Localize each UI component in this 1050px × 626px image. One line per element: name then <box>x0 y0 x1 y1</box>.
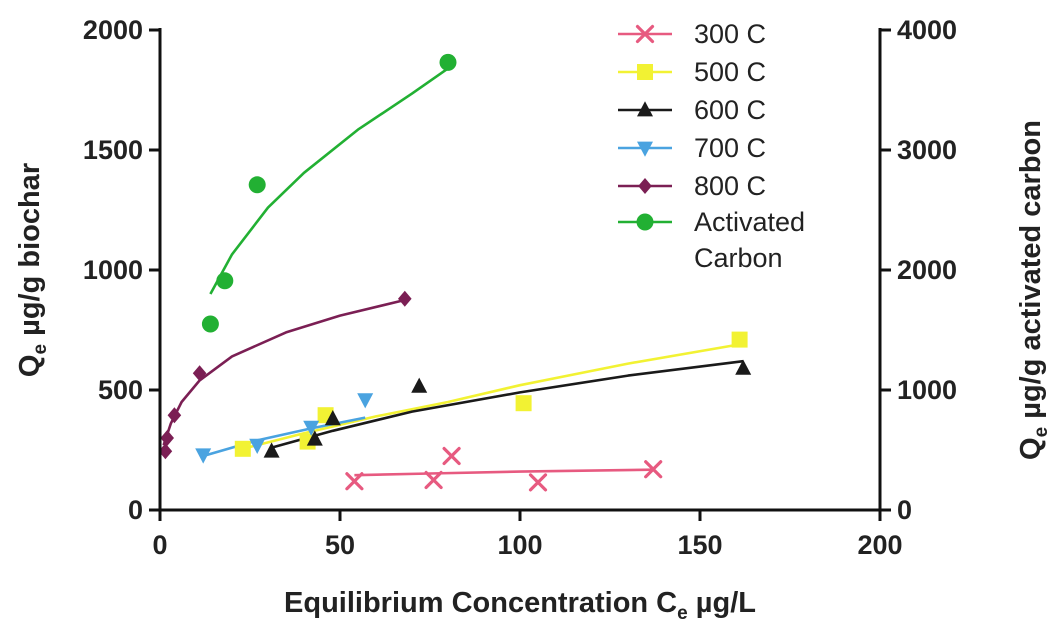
legend-marker <box>637 141 653 157</box>
legend: 300 C 500 C 600 C 700 C 800 C Activated Carbon <box>618 19 805 273</box>
data-point-5-0 <box>201 315 219 333</box>
data-markers <box>158 53 752 492</box>
y-left-tick-label: 1500 <box>83 135 143 165</box>
legend-marker <box>637 101 653 117</box>
data-point-3-1 <box>249 438 266 454</box>
y-right-tick-label: 0 <box>897 495 912 525</box>
y-left-tick-label: 0 <box>128 495 143 525</box>
y-axis-right-label: Qe µg/g activated carbon <box>1015 120 1050 460</box>
legend-marker <box>638 178 652 194</box>
y-right-tick-label: 3000 <box>897 135 957 165</box>
legend-label: 800 C <box>694 171 766 201</box>
y-left-tick-label: 2000 <box>83 15 143 45</box>
y-left-tick-label: 500 <box>98 375 143 405</box>
data-point-4-1 <box>160 430 174 446</box>
data-point-4-0 <box>158 443 173 460</box>
data-point-4-2 <box>167 407 182 424</box>
legend-marker <box>635 24 655 44</box>
x-tick-label: 50 <box>325 530 355 560</box>
data-point-5-1 <box>216 272 234 290</box>
y-left-tick-label: 1000 <box>83 255 143 285</box>
data-point-2-4 <box>735 359 752 375</box>
x-tick-label: 150 <box>677 530 722 560</box>
fit-line-5 <box>209 67 449 295</box>
data-point-3-3 <box>357 393 374 409</box>
data-point-3-2 <box>303 420 320 436</box>
legend-label: Activated Carbon <box>694 207 805 273</box>
fit-line-2 <box>271 359 744 449</box>
fit-line-3 <box>202 416 366 458</box>
data-point-4-4 <box>398 290 412 307</box>
y-right-tick-label: 4000 <box>897 15 957 45</box>
legend-label: 600 C <box>694 95 766 125</box>
axis-labels: Equilibrium Concentration Ce µg/L Qe µg/g… <box>14 120 1050 624</box>
y-right-tick-label: 2000 <box>897 255 957 285</box>
legend-marker <box>637 64 653 80</box>
y-right-tick-label: 1000 <box>897 375 957 405</box>
fit-line-1 <box>242 343 740 451</box>
data-point-2-3 <box>411 377 428 393</box>
data-point-0-1 <box>424 470 443 490</box>
x-axis-label: Equilibrium Concentration Ce µg/L <box>284 587 756 624</box>
legend-label: 700 C <box>694 133 766 163</box>
data-point-0-4 <box>644 460 663 479</box>
fit-lines <box>162 67 744 477</box>
x-tick-label: 100 <box>497 530 542 560</box>
x-tick-label: 200 <box>857 530 902 560</box>
data-point-1-0 <box>234 440 251 457</box>
data-point-5-2 <box>248 176 266 194</box>
data-point-1-3 <box>515 395 532 412</box>
legend-label: 500 C <box>694 57 766 87</box>
legend-label: 300 C <box>694 19 766 49</box>
legend-marker <box>636 213 654 231</box>
data-point-2-1 <box>306 430 323 446</box>
data-point-4-3 <box>192 365 207 382</box>
fit-line-0 <box>354 468 654 477</box>
data-point-3-0 <box>195 448 212 464</box>
data-point-0-2 <box>442 446 461 466</box>
axes: 0 50 100 150 2000500100015002000010002000300… <box>83 15 957 560</box>
data-point-0-3 <box>528 473 548 492</box>
data-point-2-0 <box>263 442 280 458</box>
y-axis-left-label: Qe µg/g biochar <box>14 163 51 377</box>
data-point-1-4 <box>731 331 748 348</box>
data-point-5-3 <box>439 53 457 71</box>
data-point-2-2 <box>324 410 341 426</box>
x-tick-label: 0 <box>152 530 167 560</box>
data-point-0-0 <box>345 472 364 491</box>
